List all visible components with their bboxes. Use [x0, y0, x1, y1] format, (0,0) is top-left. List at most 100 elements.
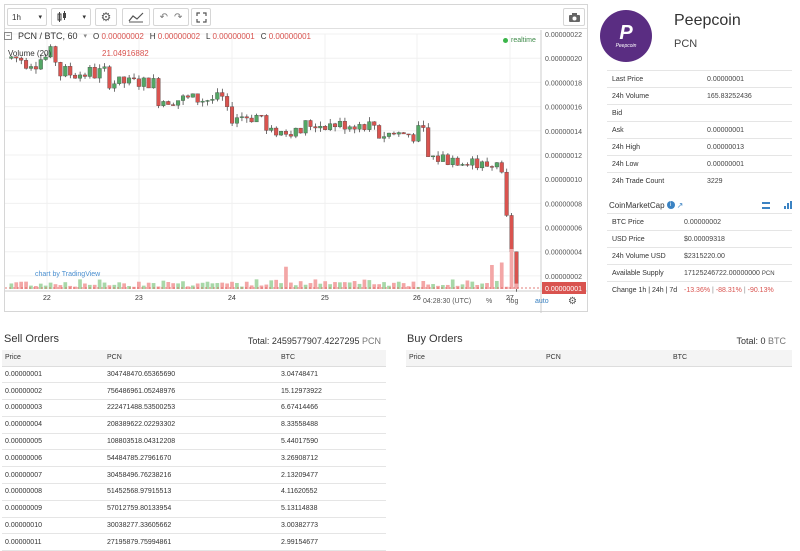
candle-body — [48, 46, 53, 58]
candle-body — [352, 126, 357, 130]
external-link-icon[interactable]: ↗ — [676, 200, 684, 210]
candle-body — [323, 125, 328, 130]
table-row[interactable]: 0.00000011 27195879.75994861 2.99154677 — [2, 533, 386, 551]
chart-view-icon[interactable] — [784, 201, 792, 209]
settings-button[interactable]: ⚙ — [95, 8, 117, 26]
undo-icon[interactable]: ↶ — [159, 11, 168, 23]
cmc-value: -13.36% | -88.31% | -90.13% — [684, 281, 792, 299]
table-row[interactable]: 0.00000009 57012759.80133954 5.13114838 — [2, 500, 386, 518]
table-row[interactable]: 0.00000004 208389622.02293302 8.33558488 — [2, 416, 386, 434]
table-row[interactable]: 0.00000003 222471488.53500253 6.67414466 — [2, 399, 386, 417]
candle-body — [514, 251, 519, 289]
chart-type-select[interactable]: ▾ — [51, 8, 91, 26]
candle-body — [382, 136, 387, 139]
candle-body — [185, 95, 190, 98]
volume-bar — [441, 285, 445, 289]
table-row[interactable]: 0.00000001 304748470.65365690 3.04748471 — [2, 366, 386, 384]
candle-body — [298, 127, 303, 134]
candle-body — [78, 74, 83, 79]
table-row[interactable]: 0.00000008 51452568.97915513 4.11620552 — [2, 483, 386, 501]
volume-bar — [445, 284, 450, 289]
interval-select[interactable]: 1h ▾ — [7, 8, 47, 26]
table-row[interactable]: 0.00000007 30458496.76238216 2.13209477 — [2, 466, 386, 485]
stats-row: 24h Low 0.00000001 — [607, 155, 792, 173]
redo-icon[interactable]: ↷ — [174, 11, 183, 23]
candle-body — [249, 117, 254, 123]
volume-bar — [146, 282, 151, 289]
realtime-label: realtime — [511, 37, 536, 44]
sell-orders-header: Price PCN BTC — [2, 350, 386, 367]
stats-value: 0.00000001 — [707, 70, 792, 88]
column-header: PCN — [104, 350, 278, 367]
low-label: L — [206, 31, 211, 41]
table-cell: 108803518.04312208 — [104, 433, 278, 451]
candle-body — [97, 68, 102, 79]
volume-bar — [470, 281, 475, 289]
candle-body — [421, 125, 426, 128]
table-row[interactable]: 0.00000005 108803518.04312208 5.44017590 — [2, 433, 386, 451]
chart-plot-area[interactable]: 0.00000022 0.00000020 0.00000018 0.00000016… — [5, 30, 587, 313]
volume-bar — [58, 285, 63, 289]
camera-icon — [568, 12, 580, 22]
volume-bar — [210, 283, 215, 289]
chevron-down-icon[interactable]: ▾ — [83, 33, 88, 40]
y-tick-label: 0.00000008 — [545, 201, 582, 208]
candle-body — [254, 114, 259, 123]
cmc-label: 24h Volume USD — [607, 247, 684, 265]
table-row[interactable]: 0.00000006 54484785.27961670 3.26908712 — [2, 449, 386, 468]
volume-bar — [190, 285, 195, 289]
volume-bar — [362, 279, 367, 289]
table-view-icon[interactable] — [762, 201, 770, 209]
volume-bar — [455, 285, 460, 289]
volume-bar — [485, 283, 489, 289]
cmc-value: 0.00000002 — [684, 213, 792, 231]
table-cell: 3.04748471 — [278, 366, 386, 384]
percent-toggle[interactable]: % — [486, 298, 493, 305]
change-1h: -13.36% — [684, 286, 711, 294]
chart-bottom-bar: 04:28:30 (UTC) % log auto ⚙ — [4, 296, 586, 310]
volume-bar — [171, 283, 176, 289]
candle-body — [509, 215, 514, 252]
chevron-down-icon: ▾ — [82, 14, 86, 21]
table-row[interactable]: 0.00000002 756486961.05248976 15.12973922 — [2, 382, 386, 401]
coinmarketcap-title: CoinMarketCap — [609, 200, 665, 210]
stats-value — [707, 104, 792, 122]
info-icon[interactable]: i — [666, 201, 675, 209]
stats-label: Last Price — [607, 70, 707, 88]
log-toggle[interactable]: log — [509, 298, 519, 305]
coin-symbol: PCN — [674, 38, 698, 50]
price-chart[interactable]: 1h ▾ ▾ ⚙ ↶ ↷ 0.00000022 0.00000020 0.00000… — [4, 4, 588, 313]
table-row[interactable]: 0.00000010 30038277.33605662 3.00382773 — [2, 517, 386, 535]
candle-body — [225, 96, 230, 107]
candle-body — [367, 121, 372, 130]
volume-bar — [24, 281, 28, 289]
gear-icon[interactable]: ⚙ — [568, 296, 577, 307]
volume-bar — [230, 281, 234, 289]
candle-body — [73, 74, 78, 79]
volume-bar — [161, 280, 166, 289]
volume-bar — [87, 284, 92, 289]
volume-bar — [303, 284, 308, 289]
candle-body — [445, 154, 450, 165]
cmc-label: BTC Price — [607, 213, 684, 231]
indicators-button[interactable] — [122, 8, 150, 26]
candle-body — [102, 66, 107, 69]
volume-bar — [480, 283, 484, 289]
volume-bar — [43, 285, 48, 289]
collapse-icon[interactable]: − — [4, 32, 12, 40]
volume-bar — [19, 281, 24, 289]
auto-toggle[interactable]: auto — [535, 298, 549, 305]
screenshot-button[interactable] — [563, 8, 585, 26]
buy-orders-total: Total: 0 BTC — [736, 336, 786, 346]
candle-body — [141, 77, 146, 87]
high-value: 0.00000002 — [157, 31, 201, 41]
x-tick-label: 23 — [135, 295, 143, 302]
cmc-label: Available Supply — [607, 264, 684, 282]
volume-bar — [97, 279, 102, 289]
candle-body — [195, 93, 200, 103]
candle-body — [333, 123, 338, 128]
fullscreen-button[interactable] — [191, 8, 211, 26]
change-24h: -88.31% — [715, 286, 742, 294]
y-tick-label: 0.00000018 — [545, 80, 582, 87]
table-cell: 8.33558488 — [278, 416, 386, 434]
